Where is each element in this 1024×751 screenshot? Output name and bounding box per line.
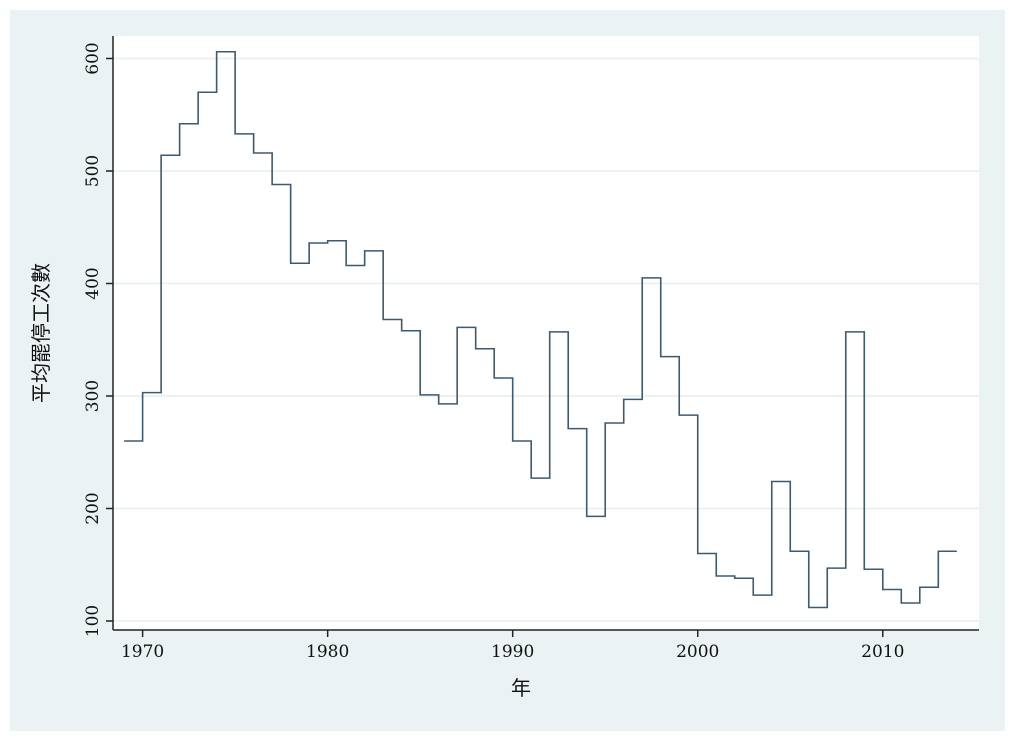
x-tick-label-1990: 1990 (491, 642, 534, 662)
y-tick-label-500: 500 (83, 155, 103, 187)
series-line-0 (124, 50, 957, 609)
x-tick-label-1970: 1970 (121, 642, 164, 662)
y-tick-label-600: 600 (83, 42, 103, 74)
series-group (124, 50, 957, 609)
x-ticks: 1970 1980 1990 2000 2010 (121, 630, 904, 662)
y-tick-label-200: 200 (83, 492, 103, 524)
x-tick-label-2000: 2000 (676, 642, 719, 662)
y-axis-title: 平均罷停工次數 (29, 263, 53, 403)
x-axis-title: 年 (511, 676, 531, 700)
y-tick-label-400: 400 (83, 267, 103, 299)
grid-lines (113, 57, 979, 622)
x-tick-label-2010: 2010 (861, 642, 904, 662)
x-tick-label-1980: 1980 (306, 642, 349, 662)
y-ticks: 100 200 300 400 500 600 (83, 42, 113, 637)
plot-area (113, 36, 979, 630)
y-tick-label-100: 100 (83, 605, 103, 637)
y-tick-label-300: 300 (83, 380, 103, 412)
